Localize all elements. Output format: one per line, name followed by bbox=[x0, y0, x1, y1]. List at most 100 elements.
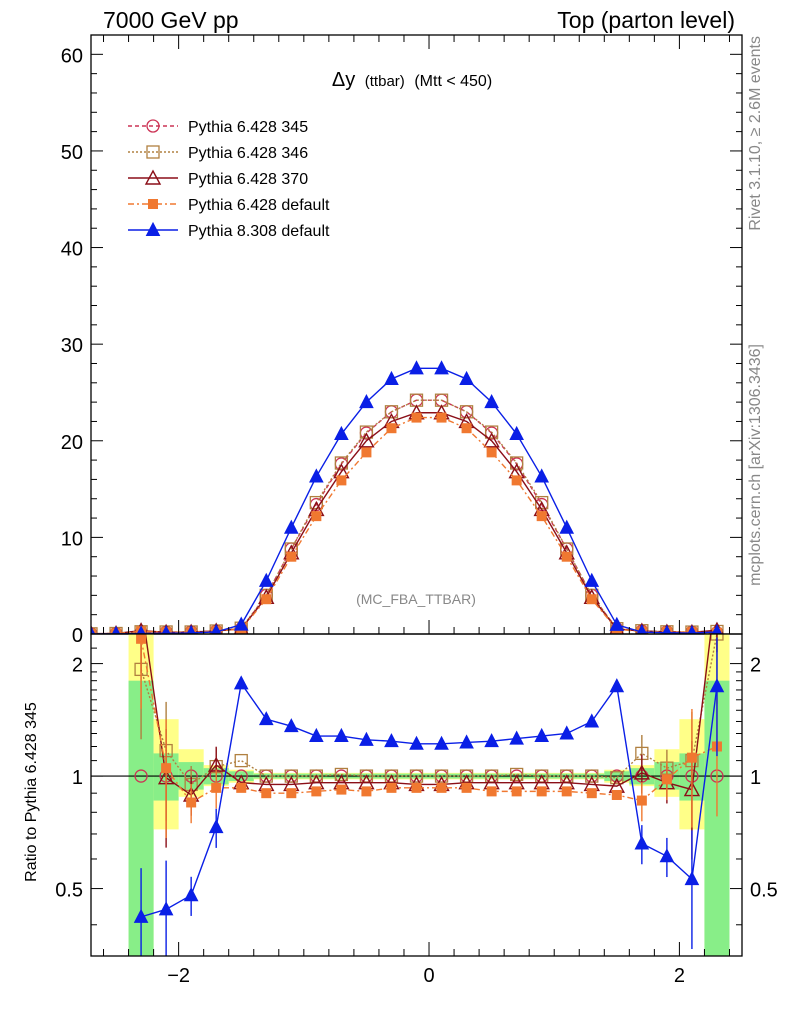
ratio-point bbox=[584, 713, 600, 728]
data-point bbox=[510, 456, 524, 470]
main-y-tick-label: 50 bbox=[61, 142, 83, 164]
ratio-point bbox=[309, 727, 324, 743]
reference-point bbox=[134, 769, 148, 783]
legend-marker bbox=[146, 119, 160, 133]
ratio-y-tick-label-right: 2 bbox=[750, 655, 761, 677]
data-point bbox=[461, 423, 472, 434]
data-point bbox=[210, 623, 222, 634]
ratio-point bbox=[234, 753, 248, 768]
legend-label: Pythia 6.428 345 bbox=[188, 119, 308, 136]
data-point bbox=[484, 394, 499, 409]
data-point bbox=[91, 625, 96, 634]
data-point bbox=[434, 360, 449, 375]
ratio-point bbox=[710, 575, 724, 588]
ratio-point bbox=[559, 725, 575, 740]
ratio-point bbox=[434, 769, 449, 783]
data-point bbox=[561, 551, 572, 562]
legend-entry: Pythia 6.428 345 bbox=[128, 119, 308, 136]
legend-marker bbox=[146, 145, 160, 159]
data-point bbox=[359, 394, 374, 409]
data-point bbox=[636, 623, 648, 634]
data-point bbox=[486, 447, 497, 458]
ratio-point bbox=[361, 786, 372, 797]
mcplots-citation-label: mcplots.cern.ch [arXiv:1306.3436] bbox=[747, 344, 764, 586]
ratio-point bbox=[409, 735, 424, 750]
data-point bbox=[233, 616, 249, 631]
legend-entry: Pythia 6.428 370 bbox=[128, 169, 308, 188]
data-point bbox=[586, 594, 597, 605]
data-point bbox=[111, 625, 121, 634]
data-point bbox=[409, 360, 424, 375]
ratio-plot-frame bbox=[90, 633, 743, 957]
legend-entry: Pythia 6.428 default bbox=[128, 197, 330, 214]
ratio-y-axis-label: Ratio to Pythia 6.428 345 bbox=[23, 702, 40, 882]
data-point bbox=[161, 625, 171, 634]
ratio-line bbox=[144, 634, 712, 796]
ratio-y-tick-label: 2 bbox=[72, 655, 83, 677]
main-y-tick-label: 60 bbox=[61, 45, 83, 67]
ratio-point bbox=[136, 634, 147, 644]
ratio-point bbox=[311, 786, 322, 797]
ratio-point bbox=[236, 782, 247, 793]
data-point bbox=[459, 405, 474, 419]
ratio-point bbox=[133, 908, 149, 923]
ratio-point bbox=[158, 901, 174, 916]
ratio-point bbox=[461, 782, 472, 793]
data-point bbox=[536, 511, 547, 522]
ratio-point bbox=[636, 795, 647, 806]
data-point bbox=[309, 468, 324, 483]
data-point bbox=[687, 625, 697, 634]
header-right-label: Top (parton level) bbox=[557, 7, 735, 33]
legend-label: Pythia 8.308 default bbox=[188, 223, 330, 240]
ratio-point bbox=[536, 786, 547, 797]
ratio-x-tick-label: 2 bbox=[674, 965, 685, 987]
ratio-point bbox=[609, 678, 625, 693]
ratio-point bbox=[284, 769, 298, 783]
ratio-point bbox=[261, 788, 272, 799]
data-point bbox=[436, 412, 447, 423]
rivet-version-label: Rivet 3.1.10, ≥ 2.6M events bbox=[747, 36, 764, 231]
ratio-point bbox=[436, 782, 447, 793]
ratio-point bbox=[534, 727, 550, 743]
ratio-series-2 bbox=[136, 634, 722, 839]
plot-title: Δy (ttbar) (Mtt < 450) bbox=[332, 69, 492, 91]
ratio-point bbox=[411, 782, 422, 793]
main-y-tick-label: 30 bbox=[61, 335, 83, 357]
main-series-layer bbox=[91, 360, 724, 634]
data-point bbox=[584, 572, 600, 587]
ratio-point bbox=[434, 735, 449, 750]
ratio-point bbox=[258, 711, 274, 726]
main-y-tick-label: 40 bbox=[61, 239, 83, 261]
ratio-point bbox=[259, 769, 273, 783]
ratio-line bbox=[140, 681, 718, 918]
ratio-y-tick-label-right: 1 bbox=[750, 767, 761, 789]
data-point bbox=[559, 519, 575, 534]
data-point bbox=[136, 625, 146, 634]
data-point bbox=[258, 572, 274, 587]
ratio-point bbox=[208, 819, 224, 834]
ratio-point bbox=[510, 767, 524, 782]
legend-entry: Pythia 6.428 346 bbox=[128, 145, 308, 162]
ratio-point bbox=[286, 788, 297, 799]
data-point bbox=[484, 425, 499, 439]
analysis-watermark: (MC_FBA_TTBAR) bbox=[356, 591, 476, 607]
legend-label: Pythia 6.428 default bbox=[188, 197, 330, 214]
main-y-tick-label: 0 bbox=[72, 625, 83, 647]
ratio-point bbox=[386, 782, 397, 793]
data-point bbox=[384, 370, 399, 385]
data-point bbox=[511, 475, 522, 486]
data-point bbox=[483, 432, 500, 448]
ratio-point bbox=[359, 731, 374, 746]
ratio-point bbox=[586, 788, 597, 799]
legend-entry: Pythia 8.308 default bbox=[128, 221, 330, 240]
ratio-point bbox=[384, 733, 399, 748]
ratio-x-tick-label: 0 bbox=[423, 965, 434, 987]
legend-label: Pythia 6.428 346 bbox=[188, 145, 308, 162]
ratio-series-3 bbox=[133, 637, 725, 956]
plot-title-sub: (ttbar) bbox=[365, 73, 405, 90]
data-point bbox=[361, 447, 372, 458]
ratio-line bbox=[140, 634, 718, 786]
ratio-point bbox=[511, 786, 522, 797]
